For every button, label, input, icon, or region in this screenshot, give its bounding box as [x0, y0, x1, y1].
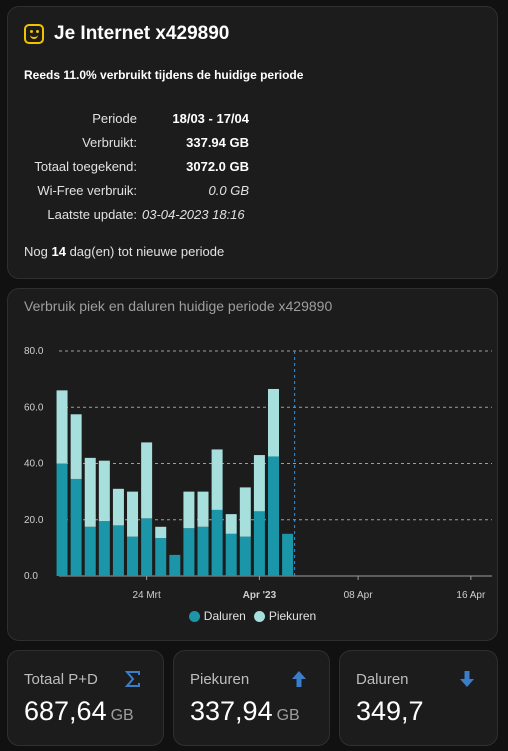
daluren-color-dot [188, 610, 200, 622]
bar-daluren [211, 509, 223, 576]
stat-value: 687,64 GB [24, 696, 134, 727]
stat-unit: GB [276, 707, 300, 724]
usage-chart-card: Verbruik piek en daluren huidige periode… [7, 288, 498, 641]
detail-label: Laatste update: [47, 207, 137, 222]
stat-value: 337,94 GB [190, 696, 300, 727]
stat-card-total[interactable]: Totaal P+D 687,64 GB [7, 650, 164, 746]
bar-daluren [155, 538, 167, 576]
bar-daluren [282, 533, 294, 576]
legend-label: Piekuren [268, 609, 317, 623]
card-title: Je Internet x429890 [54, 23, 230, 44]
legend-item-piekuren[interactable]: Piekuren [253, 609, 317, 623]
x-tick-label: Apr '23 [243, 590, 277, 601]
bar-daluren [112, 525, 124, 576]
stat-label: Totaal P+D [24, 671, 98, 688]
bar-piekuren [225, 514, 237, 534]
card-header: Je Internet x429890 [24, 23, 229, 45]
bar-daluren [268, 456, 279, 576]
x-tick-label: 16 Apr [456, 590, 486, 601]
detail-label: Totaal toegekend: [34, 159, 137, 174]
detail-value: 03-04-2023 18:16 [142, 207, 245, 222]
bar-daluren [225, 533, 237, 576]
remaining-days-count: 14 [51, 244, 66, 259]
chart-title: Verbruik piek en daluren huidige periode… [24, 298, 333, 314]
detail-label: Periode [92, 111, 137, 126]
detail-row-totaal: Totaal toegekend: 3072.0 GB [8, 159, 497, 179]
detail-value: 18/03 - 17/04 [172, 111, 249, 126]
bar-piekuren [155, 526, 167, 539]
bar-daluren [70, 478, 82, 576]
stat-card-daluren[interactable]: Daluren 349,7 [339, 650, 498, 746]
detail-value: 0.0 GB [208, 183, 249, 198]
bar-daluren [253, 511, 265, 576]
bar-piekuren [70, 414, 82, 479]
usage-info-card: Je Internet x429890 Reeds 11.0% verbruik… [7, 6, 498, 279]
bar-piekuren [253, 455, 265, 512]
x-tick-label: 08 Apr [344, 590, 374, 601]
arrow-up-icon [289, 669, 309, 689]
detail-label: Wi-Free verbruik: [37, 183, 137, 198]
bar-daluren [183, 528, 195, 576]
bar-daluren [84, 526, 96, 576]
detail-row-verbruikt: Verbruikt: 337.94 GB [8, 135, 497, 155]
stat-number: 349,7 [356, 696, 424, 726]
bar-daluren [141, 518, 153, 576]
y-tick-label: 60.0 [24, 402, 44, 413]
piekuren-color-dot [253, 610, 265, 622]
usage-summary: Reeds 11.0% verbruikt tijdens de huidige… [24, 68, 304, 82]
detail-value: 337.94 GB [186, 135, 249, 150]
detail-row-wifree: Wi-Free verbruik: 0.0 GB [8, 183, 497, 203]
bar-daluren [169, 554, 181, 576]
detail-row-update: Laatste update: 03-04-2023 18:16 [8, 207, 497, 227]
bar-piekuren [183, 491, 195, 529]
bar-piekuren [98, 460, 110, 522]
stat-label: Daluren [356, 671, 409, 688]
stat-label: Piekuren [190, 671, 250, 688]
legend-item-daluren[interactable]: Daluren [188, 609, 246, 623]
bar-piekuren [211, 449, 223, 510]
bar-piekuren [268, 388, 279, 457]
stat-number: 687,64 [24, 696, 107, 726]
legend-label: Daluren [203, 609, 246, 623]
detail-row-periode: Periode 18/03 - 17/04 [8, 111, 497, 131]
detail-value: 3072.0 GB [186, 159, 249, 174]
bar-piekuren [56, 390, 68, 464]
remaining-prefix: Nog [24, 244, 48, 259]
bar-daluren [98, 521, 110, 576]
bar-piekuren [84, 457, 96, 527]
bar-daluren [197, 526, 209, 576]
stat-unit: GB [110, 707, 134, 724]
bar-daluren [239, 536, 251, 576]
remaining-days-text: Nog 14 dag(en) tot nieuwe periode [24, 244, 224, 259]
stat-value: 349,7 [356, 696, 428, 727]
detail-label: Verbruikt: [82, 135, 137, 150]
usage-bar-chart: 0.0 20.0 40.0 60.0 80.0 24 Mrt Apr '23 08 Apr 16… [24, 346, 492, 601]
bar-daluren [127, 536, 139, 576]
arrow-down-icon [457, 669, 477, 689]
chart-legend: Daluren Piekuren [8, 609, 497, 623]
sigma-icon [123, 669, 143, 689]
remaining-suffix: dag(en) tot nieuwe periode [69, 244, 225, 259]
y-tick-label: 0.0 [24, 571, 38, 582]
bar-piekuren [141, 442, 153, 519]
y-tick-label: 40.0 [24, 459, 44, 470]
stat-card-piekuren[interactable]: Piekuren 337,94 GB [173, 650, 330, 746]
y-tick-label: 20.0 [24, 515, 44, 526]
bar-piekuren [239, 487, 251, 537]
bar-piekuren [112, 488, 124, 526]
bar-piekuren [127, 491, 139, 537]
x-tick-label: 24 Mrt [132, 590, 161, 601]
y-tick-label: 80.0 [24, 346, 44, 357]
stat-number: 337,94 [190, 696, 273, 726]
bar-piekuren [197, 491, 209, 527]
telenet-logo-icon [24, 24, 44, 44]
bar-daluren [56, 463, 68, 576]
